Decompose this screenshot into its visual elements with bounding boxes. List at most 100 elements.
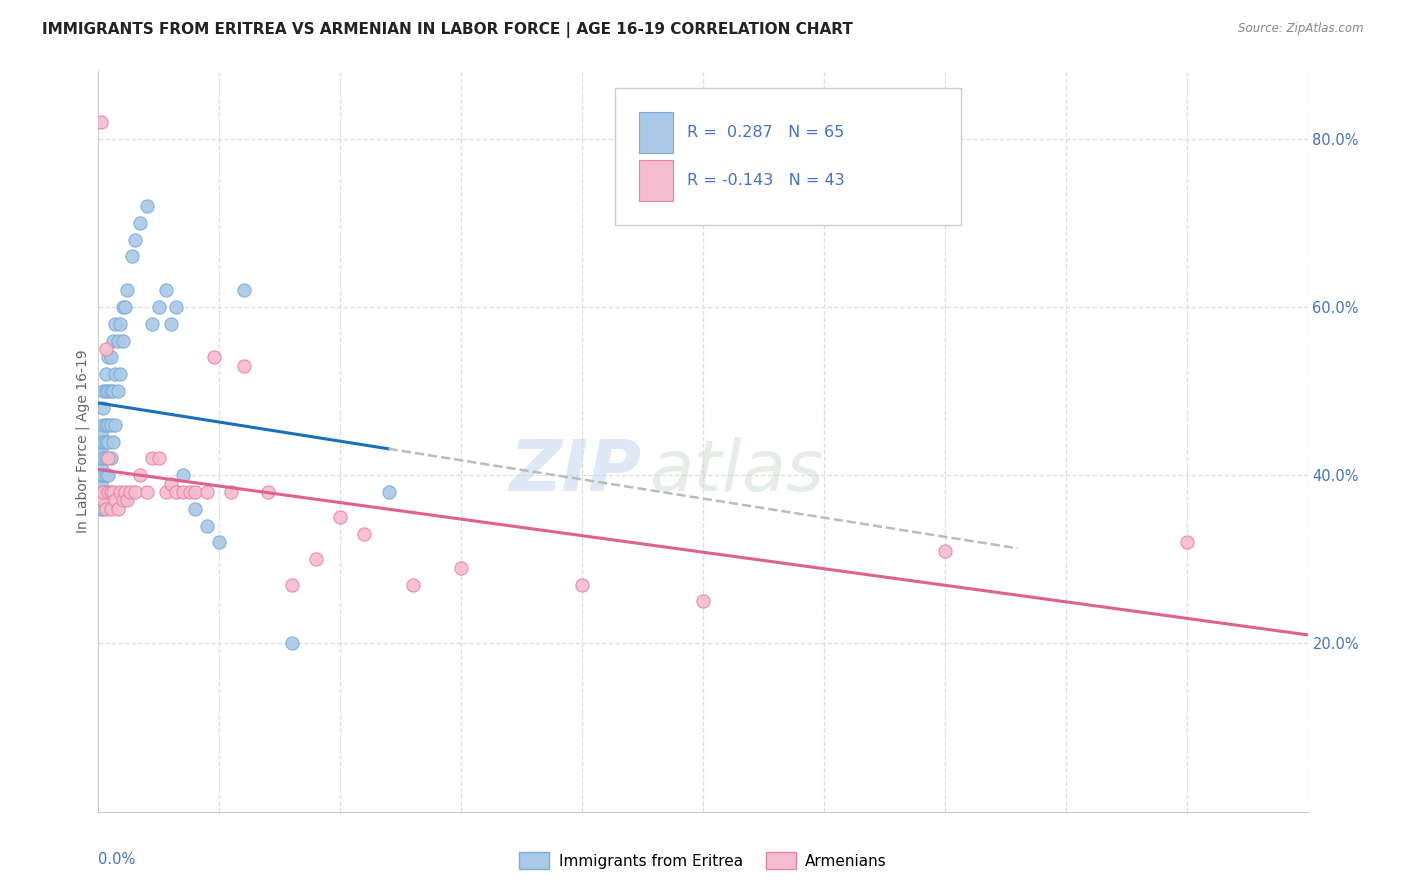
Point <box>108 368 131 382</box>
Point <box>232 359 254 373</box>
FancyBboxPatch shape <box>638 161 673 201</box>
Point <box>94 368 117 382</box>
Point <box>121 249 143 264</box>
Point <box>94 417 117 432</box>
Point <box>692 594 714 608</box>
Point <box>141 317 163 331</box>
Point <box>91 485 114 500</box>
Point <box>107 334 129 348</box>
Point <box>111 334 134 348</box>
Point <box>97 468 120 483</box>
Point <box>94 384 117 398</box>
Point <box>172 485 194 500</box>
Point <box>111 493 134 508</box>
Point <box>104 493 127 508</box>
Point <box>172 468 194 483</box>
Point <box>221 485 243 500</box>
Point <box>232 283 254 297</box>
Point <box>91 493 114 508</box>
Point <box>377 485 399 500</box>
Point <box>100 417 122 432</box>
Point <box>107 384 129 398</box>
Point <box>90 434 112 449</box>
Point <box>100 451 122 466</box>
Text: 0.0%: 0.0% <box>98 853 135 867</box>
Point <box>90 115 112 129</box>
Point <box>208 535 231 549</box>
Text: ZIP: ZIP <box>510 437 643 506</box>
Point <box>91 493 114 508</box>
FancyBboxPatch shape <box>638 112 673 153</box>
Point <box>104 317 127 331</box>
Point <box>128 468 150 483</box>
Point <box>114 485 136 500</box>
Text: Source: ZipAtlas.com: Source: ZipAtlas.com <box>1239 22 1364 36</box>
Point <box>118 485 141 500</box>
Point <box>90 476 112 491</box>
Point <box>90 442 112 457</box>
Point <box>184 485 207 500</box>
Point <box>281 577 304 591</box>
Point <box>204 351 226 365</box>
Point <box>97 434 120 449</box>
Point <box>90 468 112 483</box>
Point <box>135 485 157 500</box>
Point <box>91 485 114 500</box>
Point <box>101 334 124 348</box>
Point <box>90 426 112 441</box>
Point <box>101 434 124 449</box>
Point <box>135 199 157 213</box>
Y-axis label: In Labor Force | Age 16-19: In Labor Force | Age 16-19 <box>76 350 90 533</box>
Point <box>124 485 146 500</box>
Point <box>91 468 114 483</box>
Point <box>90 485 112 500</box>
Text: IMMIGRANTS FROM ERITREA VS ARMENIAN IN LABOR FORCE | AGE 16-19 CORRELATION CHART: IMMIGRANTS FROM ERITREA VS ARMENIAN IN L… <box>42 22 853 38</box>
Point <box>97 417 120 432</box>
Point <box>100 485 122 500</box>
Point <box>97 351 120 365</box>
Point <box>281 636 304 650</box>
Point <box>195 485 218 500</box>
Point <box>97 384 120 398</box>
Text: R =  0.287   N = 65: R = 0.287 N = 65 <box>688 125 845 140</box>
Point <box>165 485 187 500</box>
Point <box>148 300 170 314</box>
Point <box>94 468 117 483</box>
Point <box>101 485 124 500</box>
Point <box>91 401 114 415</box>
Point <box>90 493 112 508</box>
FancyBboxPatch shape <box>614 87 960 226</box>
Point <box>94 434 117 449</box>
Point <box>91 501 114 516</box>
Point <box>94 485 117 500</box>
Point <box>104 417 127 432</box>
Point <box>179 485 201 500</box>
Point <box>94 501 117 516</box>
Point <box>402 577 425 591</box>
Point <box>128 216 150 230</box>
Point <box>97 485 120 500</box>
Point <box>353 527 375 541</box>
Point <box>91 417 114 432</box>
Point <box>94 342 117 356</box>
Point <box>141 451 163 466</box>
Point <box>100 384 122 398</box>
Point <box>124 233 146 247</box>
Legend: Immigrants from Eritrea, Armenians: Immigrants from Eritrea, Armenians <box>513 846 893 875</box>
Point <box>90 501 112 516</box>
Point <box>91 384 114 398</box>
Point <box>1175 535 1198 549</box>
Point <box>184 501 207 516</box>
Point <box>108 317 131 331</box>
Point <box>108 485 131 500</box>
Point <box>450 560 472 574</box>
Point <box>305 552 328 566</box>
Point <box>148 451 170 466</box>
Point <box>97 451 120 466</box>
Point <box>571 577 593 591</box>
Point <box>117 283 139 297</box>
Point <box>111 300 134 314</box>
Point <box>329 510 352 524</box>
Point <box>155 485 177 500</box>
Point <box>94 451 117 466</box>
